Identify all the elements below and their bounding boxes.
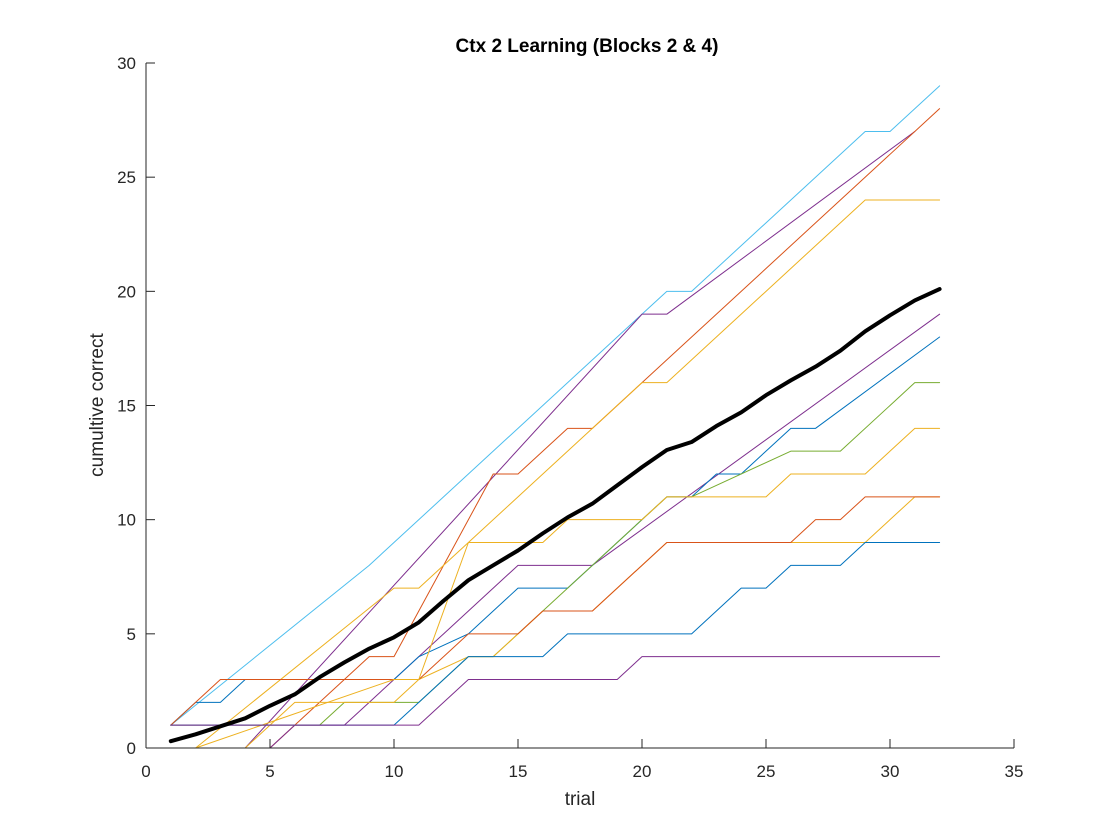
x-tick-label: 30: [881, 762, 900, 781]
x-ticks: 0 5 10 15 20 25 30 35: [141, 739, 1023, 781]
y-tick-label: 15: [117, 397, 136, 416]
y-tick-label: 20: [117, 282, 136, 301]
x-tick-label: 20: [633, 762, 652, 781]
series-group: [168, 85, 942, 749]
series-line-9: [170, 496, 941, 726]
y-axis-label: cumultive correct: [87, 332, 108, 476]
series-line-2: [170, 131, 916, 749]
chart-title: Ctx 2 Learning (Blocks 2 & 4): [456, 36, 719, 57]
series-line-1: [170, 85, 941, 726]
x-tick-label: 5: [265, 762, 274, 781]
x-tick-label: 10: [385, 762, 404, 781]
mean-series-line: [168, 287, 942, 744]
series-line-8: [170, 496, 941, 749]
y-tick-label: 30: [117, 54, 136, 73]
axes-group: [145, 63, 1014, 749]
y-ticks: 0 5 10 15 20 25 30: [117, 54, 155, 758]
series-line-7: [170, 382, 941, 726]
y-tick-label: 0: [127, 739, 136, 758]
series-line-4: [170, 199, 941, 749]
y-tick-label: 5: [127, 625, 136, 644]
series-line-12: [170, 656, 941, 726]
x-tick-label: 0: [141, 762, 150, 781]
x-axis-label: trial: [565, 789, 596, 810]
x-tick-label: 35: [1005, 762, 1024, 781]
y-tick-label: 25: [117, 168, 136, 187]
series-line-3: [170, 108, 941, 749]
y-tick-label: 10: [117, 511, 136, 530]
x-tick-label: 25: [757, 762, 776, 781]
x-tick-label: 15: [509, 762, 528, 781]
